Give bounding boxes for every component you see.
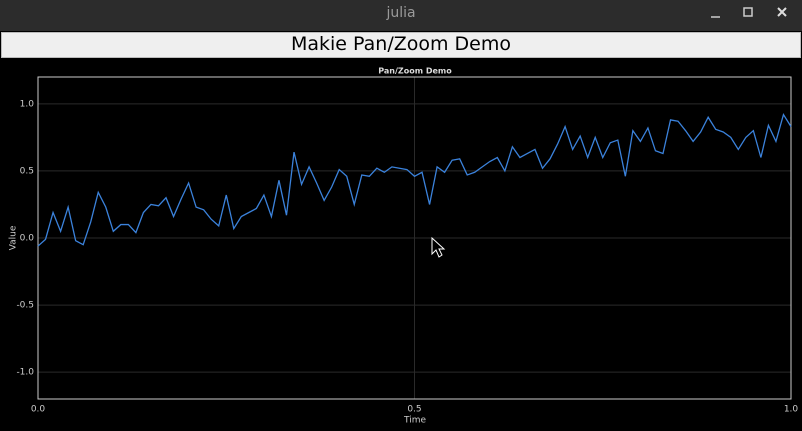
header-title: Makie Pan/Zoom Demo — [290, 33, 511, 55]
window-title: julia — [386, 5, 416, 21]
maximize-button[interactable] — [743, 7, 753, 17]
window-controls — [711, 7, 787, 18]
close-button[interactable] — [777, 7, 787, 17]
mouse-cursor — [431, 236, 446, 258]
header: Makie Pan/Zoom Demo — [1, 32, 801, 58]
title-bar: julia — [0, 0, 802, 31]
